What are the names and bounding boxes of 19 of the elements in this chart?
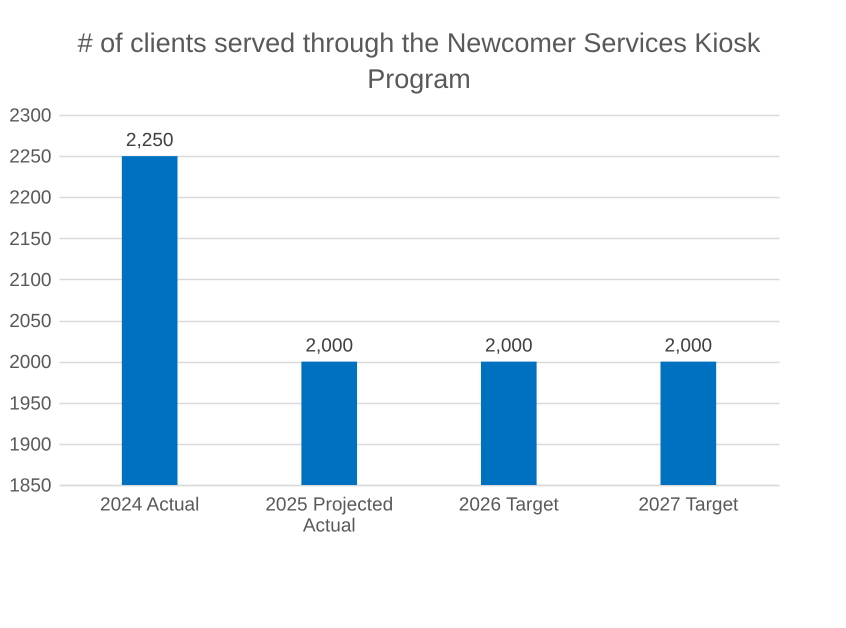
y-tick-label: 1850 [9,476,52,496]
y-tick-label: 2250 [9,146,52,168]
data-label: 2,000 [305,336,353,357]
y-tick-label: 2150 [9,228,52,250]
y-tick-label: 1900 [9,434,52,456]
y-tick-label: 2050 [9,311,52,332]
y-tick-label: 2300 [9,106,52,126]
y-tick-label: 1950 [9,393,52,414]
x-tick-label: 2026 Target [458,494,560,516]
x-tick-label: 2027 Target [638,494,740,516]
y-tick-label: 2100 [9,270,52,291]
data-label: 2,000 [664,336,712,357]
data-label: 2,000 [485,336,533,357]
y-tick-label: 2000 [9,352,52,374]
chart-title: # of clients served through the Newcomer Services Kiosk Program [78,28,761,94]
x-tick-label: 2024 Actual [100,494,200,516]
x-tick-label: 2025 Projected Actual [265,494,394,536]
y-tick-label: 2200 [9,188,52,209]
data-label: 2,250 [126,130,174,152]
